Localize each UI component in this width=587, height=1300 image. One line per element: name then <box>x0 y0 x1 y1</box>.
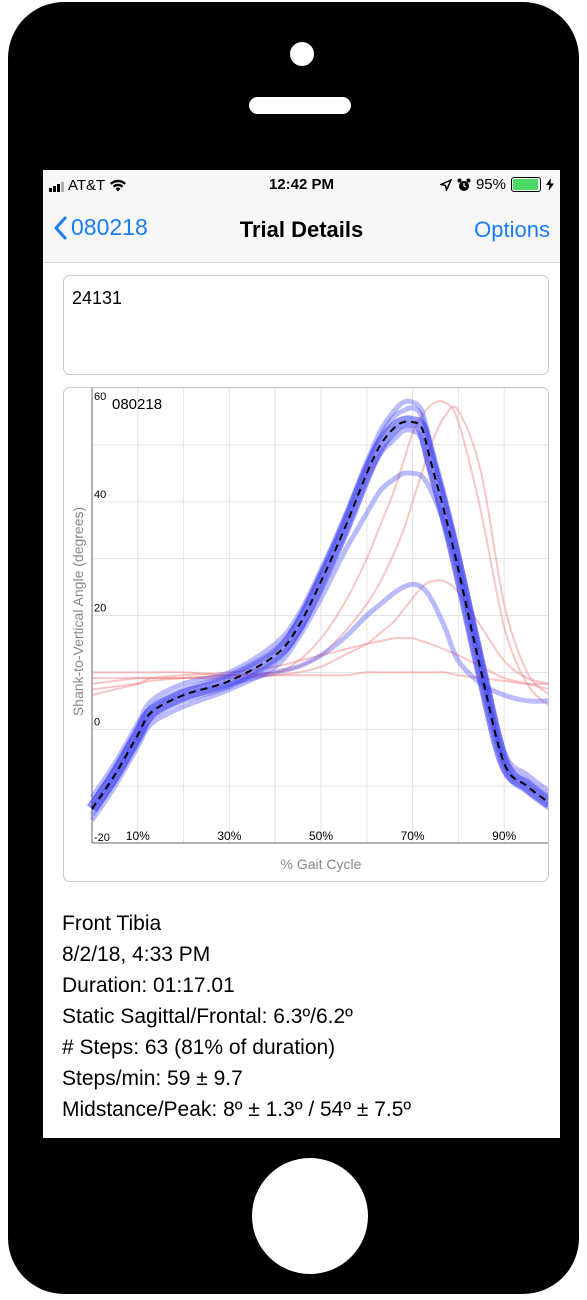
red-trace-line <box>91 400 548 707</box>
back-button-label: 080218 <box>71 214 148 240</box>
status-left: AT&T <box>49 177 127 194</box>
chart-title: 080218 <box>112 396 162 413</box>
red-trace-line <box>92 671 548 685</box>
home-button[interactable] <box>252 1158 368 1274</box>
back-button[interactable]: 080218 <box>53 214 148 241</box>
battery-level-fill <box>513 179 538 190</box>
page-title: Trial Details <box>239 217 364 242</box>
y-tick-label: 40 <box>94 489 106 501</box>
midstance-peak: Midstance/Peak: 8º ± 1.3º / 54º ± 7.5º <box>62 1098 412 1121</box>
step-count: # Steps: 63 (81% of duration) <box>62 1036 336 1059</box>
red-trace-line <box>91 637 548 697</box>
y-tick-label: 0 <box>94 716 100 728</box>
chevron-left-icon <box>54 216 67 239</box>
mean-line <box>91 420 548 810</box>
earpiece-speaker <box>249 97 351 114</box>
y-axis-label: Shank-to-Vertical Angle (degrees) <box>70 507 86 716</box>
front-camera <box>290 42 314 66</box>
x-tick-label: 50% <box>309 829 333 843</box>
cell-signal-icon <box>49 180 64 192</box>
x-tick-label: 90% <box>492 829 516 843</box>
notes-value: 24131 <box>72 288 123 308</box>
trial-details: Front Tibia 8/2/18, 4:33 PM Duration: 01… <box>62 908 411 1125</box>
notes-field[interactable]: 24131 <box>63 275 549 375</box>
gait-chart-container: 60 40 20 0 -20 10% 30% 50% 70% 90% 080218 % Gait Cy… <box>63 387 549 882</box>
navigation-bar: 080218 Trial Details Options <box>43 200 560 263</box>
charging-bolt-icon <box>546 178 554 191</box>
cadence: Steps/min: 59 ± 9.7 <box>62 1067 243 1090</box>
trial-datetime: 8/2/18, 4:33 PM <box>62 943 211 966</box>
alarm-clock-icon <box>457 178 471 191</box>
status-right: 95% <box>439 176 554 193</box>
x-axis-label: % Gait Cycle <box>281 856 362 872</box>
battery-percent: 95% <box>475 176 506 193</box>
red-trace-line <box>91 405 548 695</box>
x-tick-label: 30% <box>217 829 241 843</box>
trial-duration: Duration: 01:17.01 <box>62 974 235 997</box>
y-tick-label: 20 <box>94 603 106 615</box>
wifi-icon <box>110 179 127 192</box>
status-time: 12:42 PM <box>268 176 335 193</box>
location-arrow-icon <box>439 178 452 191</box>
app-screen: AT&T 12:42 PM 95% <box>43 170 560 1138</box>
carrier-label: AT&T <box>68 177 106 194</box>
sensor-name: Front Tibia <box>62 912 162 935</box>
options-button[interactable]: Options <box>474 217 550 242</box>
y-tick-label: -20 <box>94 832 110 844</box>
y-tick-label: 60 <box>94 391 106 403</box>
static-angles: Static Sagittal/Frontal: 6.3º/6.2º <box>62 1005 353 1028</box>
x-tick-label: 70% <box>401 829 425 843</box>
gait-chart: 60 40 20 0 -20 10% 30% 50% 70% 90% 080218 % Gait Cy… <box>70 388 548 872</box>
status-bar: AT&T 12:42 PM 95% <box>43 170 560 200</box>
x-tick-label: 10% <box>126 829 150 843</box>
battery-icon <box>511 177 541 192</box>
phone-frame: AT&T 12:42 PM 95% <box>8 2 579 1294</box>
